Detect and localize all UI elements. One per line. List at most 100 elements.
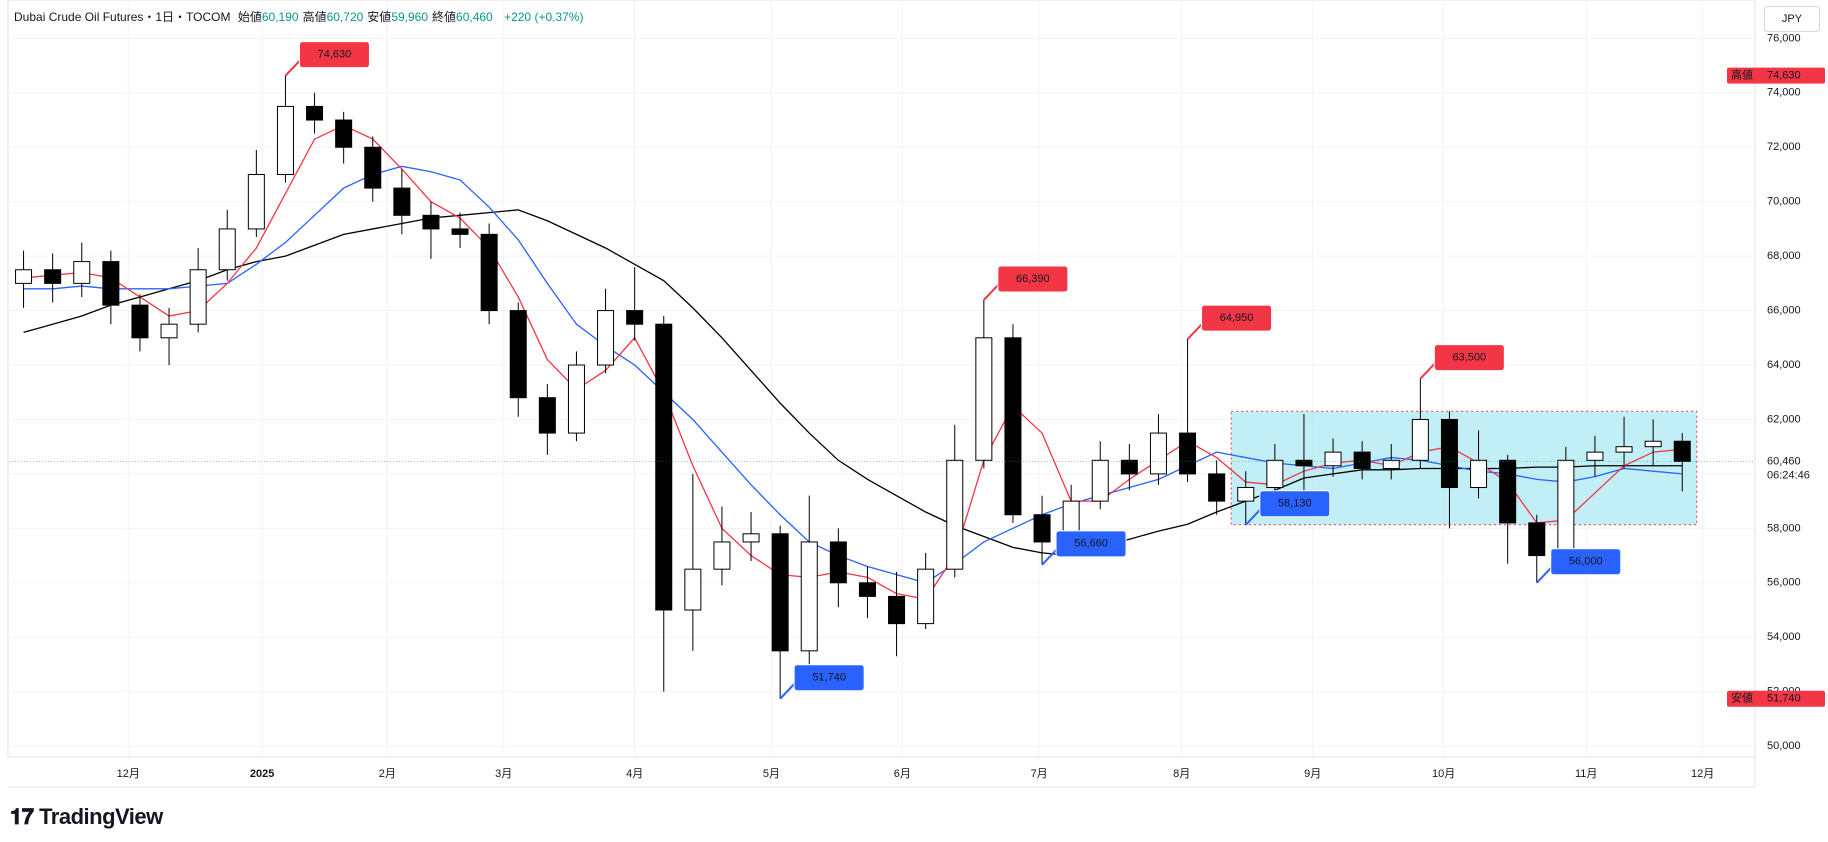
callout-box: [1055, 530, 1127, 558]
candle-body: [655, 323, 673, 611]
candle-body: [1411, 418, 1429, 461]
candle-body: [306, 105, 324, 121]
candle-body: [1033, 514, 1051, 543]
candle-body: [1586, 451, 1604, 461]
candle-body: [247, 173, 265, 230]
plot-frame: [7, 0, 1756, 758]
x-tick-label: 7月: [1031, 768, 1048, 780]
candle-body: [1470, 459, 1488, 489]
x-tick-label: 3月: [495, 768, 512, 780]
candle-body: [1266, 459, 1284, 489]
y-tick-label: 54,000: [1767, 631, 1801, 643]
candle-body: [800, 541, 818, 652]
candle-body: [1237, 487, 1255, 502]
candle-body: [975, 337, 993, 461]
price-tag-value: 74,630: [1767, 70, 1801, 82]
candle-body: [1499, 459, 1517, 524]
y-tick-label: 72,000: [1767, 141, 1801, 153]
ohlc-value: 60,460: [456, 10, 493, 24]
candle-body: [335, 119, 353, 148]
candle-body: [1557, 459, 1575, 557]
candle-body: [538, 397, 556, 434]
x-tick-label: 12月: [117, 768, 140, 780]
candle-body: [1673, 440, 1691, 462]
candle-body: [858, 582, 876, 597]
candle-body: [713, 541, 731, 570]
ohlc-value: 60,720: [326, 10, 364, 24]
callout-label: 74,630: [318, 49, 352, 61]
y-tick-label: 70,000: [1767, 196, 1801, 208]
candle-body: [44, 269, 62, 284]
callout-label: 64,950: [1220, 312, 1254, 324]
candle-body: [1179, 432, 1197, 475]
callout-box: [1201, 304, 1273, 332]
y-tick-label: 64,000: [1767, 359, 1801, 371]
ohlc-label: 始値: [237, 10, 262, 24]
candle-body: [276, 105, 294, 175]
candle-body: [1120, 459, 1138, 475]
moving-average: [23, 124, 1683, 600]
x-tick-label: 9月: [1304, 768, 1321, 780]
candle-body: [131, 304, 149, 339]
candle-body: [1382, 459, 1400, 469]
callout-box: [793, 664, 865, 692]
price-tag-label: 高値: [1731, 68, 1753, 82]
candle-body: [1528, 522, 1546, 557]
last-price-tag: [1756, 453, 1828, 486]
candle-body: [422, 214, 440, 230]
y-tick-label: 50,000: [1767, 740, 1801, 752]
candle-body: [742, 533, 760, 543]
callout-label: 51,740: [812, 672, 846, 684]
y-tick-label: 76,000: [1767, 32, 1801, 44]
candle-body: [102, 261, 120, 306]
candle-body: [597, 310, 615, 366]
y-tick-label: 66,000: [1767, 304, 1801, 316]
candle-body: [567, 364, 585, 434]
candle-body: [888, 595, 906, 625]
y-tick-label: 62,000: [1767, 413, 1801, 425]
price-tag-label: 安値: [1731, 691, 1753, 705]
currency-button[interactable]: JPY: [1764, 6, 1820, 32]
ohlc-label: 安値: [367, 10, 392, 24]
candle-body: [15, 269, 33, 284]
candle-body: [1440, 418, 1458, 489]
change: +220 (+0.37%): [504, 10, 584, 24]
logo-mark: 𝟏𝟕: [10, 804, 40, 829]
callout-label: 56,000: [1569, 556, 1603, 568]
candle-body: [829, 541, 847, 584]
ohlc-fields: 始値60,190 高値60,720 安値59,960 終値60,460: [238, 10, 497, 24]
candle-body: [364, 146, 382, 189]
last-price: 60,460: [1767, 455, 1801, 467]
ohlc-label: 高値: [302, 10, 327, 24]
candle-body: [1149, 432, 1167, 475]
candle-body: [946, 459, 964, 570]
x-tick-label: 11月: [1575, 768, 1597, 780]
candle-body: [1353, 451, 1371, 469]
x-tick-label: 10月: [1432, 768, 1455, 780]
candle-body: [480, 233, 498, 312]
x-tick-label: 2月: [379, 768, 396, 780]
candle-body: [626, 310, 644, 325]
countdown: 06:24:46: [1767, 469, 1810, 481]
brand-logo[interactable]: 𝟏𝟕 TradingView: [10, 804, 163, 830]
x-tick-label: 4月: [626, 768, 643, 780]
candle-body: [218, 228, 236, 271]
candle-body: [1004, 337, 1022, 516]
candle-body: [189, 269, 207, 325]
y-tick-label: 68,000: [1767, 250, 1801, 262]
candle-body: [1615, 446, 1633, 453]
candle-body: [1091, 459, 1109, 502]
y-tick-label: 58,000: [1767, 522, 1801, 534]
candle-body: [917, 568, 935, 625]
callout-label: 58,130: [1278, 498, 1312, 510]
y-tick-label: 74,000: [1767, 87, 1801, 99]
callout-label: 66,390: [1016, 273, 1050, 285]
callout-box: [298, 41, 370, 69]
candle-body: [509, 310, 527, 399]
callout-box: [997, 265, 1069, 293]
x-tick-label: 2025: [250, 768, 274, 780]
y-tick-label: 56,000: [1767, 577, 1801, 589]
x-tick-label: 8月: [1173, 768, 1190, 780]
x-tick-label: 6月: [894, 768, 911, 780]
